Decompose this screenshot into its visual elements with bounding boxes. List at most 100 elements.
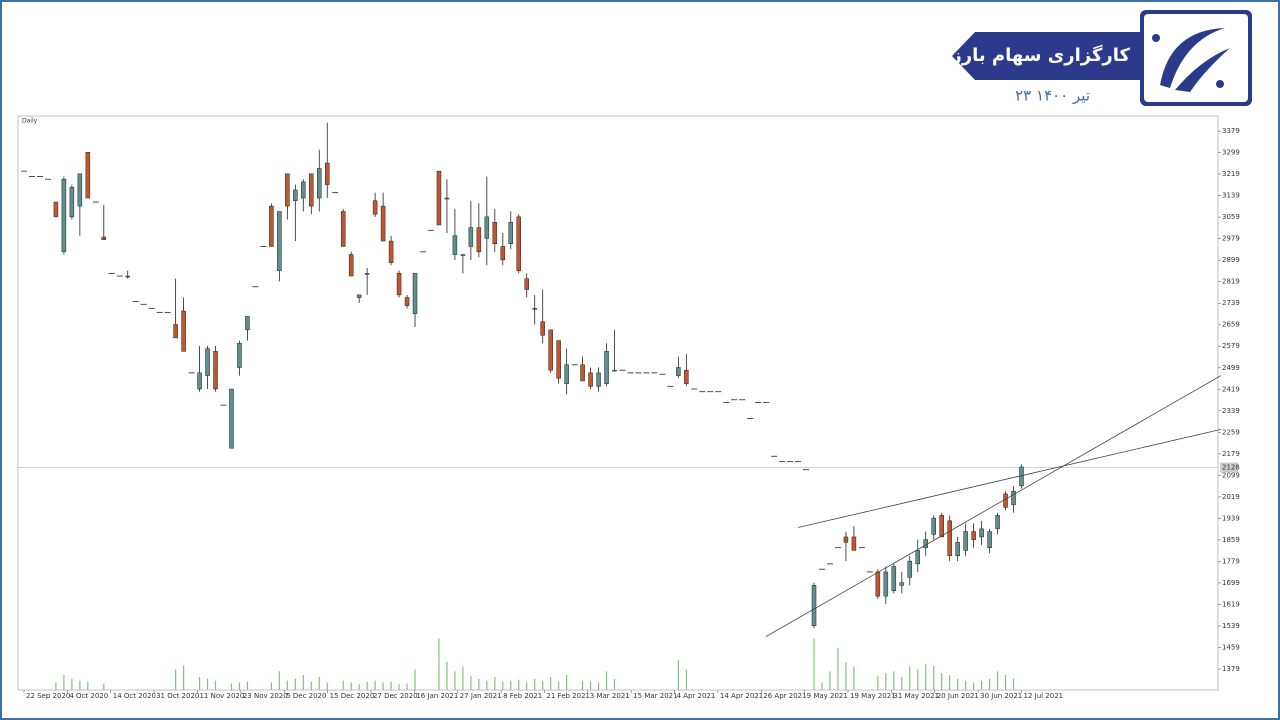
candle-body — [1011, 490, 1016, 505]
y-tick-label: 1619 — [1222, 600, 1240, 608]
candle-body — [612, 369, 617, 372]
candle-body — [340, 211, 346, 247]
candle-body — [181, 310, 186, 352]
candle-body — [939, 515, 944, 538]
candle-body — [508, 221, 514, 245]
candle-body — [412, 273, 418, 314]
candle-body — [676, 367, 681, 376]
candle-body — [684, 369, 689, 384]
candle-body — [396, 273, 402, 296]
candle-body — [277, 211, 282, 271]
chart-title: Daily — [22, 118, 38, 125]
candle-body — [548, 329, 553, 371]
y-tick-label: 1539 — [1222, 622, 1240, 630]
candle-body — [811, 585, 817, 626]
candle-body — [995, 515, 1000, 530]
candle-body — [460, 254, 466, 256]
candle-body — [436, 170, 442, 226]
candle-body — [524, 278, 529, 290]
x-tick-label: 31 May 2021 — [893, 692, 939, 700]
candle-body — [213, 351, 218, 390]
candle-body — [452, 235, 458, 255]
y-tick-label: 2499 — [1222, 364, 1240, 372]
x-tick-label: 30 Jun 2021 — [980, 692, 1022, 700]
candle-body — [851, 536, 857, 551]
y-tick-label: 2739 — [1222, 299, 1240, 307]
candle-body — [356, 294, 362, 298]
candle-body — [197, 372, 202, 390]
candle-body — [404, 297, 410, 306]
candle-body — [301, 181, 306, 199]
y-tick-label: 3059 — [1222, 213, 1240, 221]
y-tick-label: 3299 — [1222, 149, 1240, 157]
y-tick-label: 2339 — [1222, 407, 1240, 415]
candle-body — [907, 560, 913, 578]
candle-body — [1019, 466, 1024, 487]
x-tick-label: 4 Oct 2020 — [69, 692, 108, 700]
y-tick-label: 2099 — [1222, 471, 1240, 479]
last-price-box — [1220, 462, 1238, 473]
candle-body — [596, 372, 601, 387]
candle-body — [971, 531, 976, 540]
candle-body — [484, 216, 490, 239]
y-tick-label: 2419 — [1222, 385, 1240, 393]
y-tick-label: 1939 — [1222, 514, 1240, 522]
candle-body — [101, 236, 107, 240]
candle-body — [285, 173, 290, 207]
candle-body — [947, 520, 952, 557]
candle-body — [476, 227, 482, 253]
x-tick-label: 11 Nov 2020 — [199, 692, 244, 700]
x-tick-label: 3 Mar 2021 — [590, 692, 630, 700]
plot-area — [17, 115, 1219, 691]
y-tick-label: 3379 — [1222, 127, 1240, 135]
y-tick-label: 1459 — [1222, 644, 1240, 652]
candle-body — [245, 316, 250, 331]
candle-body — [348, 254, 354, 277]
y-tick-label: 2659 — [1222, 321, 1240, 329]
candle-body — [564, 364, 569, 384]
candle-body — [61, 178, 67, 253]
candle-body — [891, 566, 897, 591]
y-tick-label: 2979 — [1222, 235, 1240, 243]
x-tick-label: 23 Nov 2020 — [243, 692, 288, 700]
logo — [1140, 10, 1252, 106]
y-tick-label: 1779 — [1222, 557, 1240, 565]
candle-body — [955, 542, 960, 557]
brand-banner — [952, 32, 1140, 80]
candle-body — [875, 571, 881, 597]
candle-body — [125, 275, 130, 278]
x-tick-label: 27 Jan 2021 — [460, 692, 502, 700]
y-tick-label: 2019 — [1222, 493, 1240, 501]
candle-body — [293, 189, 298, 201]
candle-body — [364, 273, 370, 275]
y-tick-label: 1699 — [1222, 579, 1240, 587]
x-tick-label: 15 Dec 2020 — [330, 692, 375, 700]
candle-body — [556, 340, 561, 379]
candle-body — [540, 321, 545, 336]
y-tick-label: 2179 — [1222, 450, 1240, 458]
x-tick-label: 27 Dec 2020 — [373, 692, 418, 700]
candle-body — [205, 348, 210, 376]
y-tick-label: 2579 — [1222, 342, 1240, 350]
x-tick-label: 9 May 2021 — [807, 692, 848, 700]
candle-body — [492, 221, 498, 245]
candle-body — [309, 173, 314, 207]
candle-body — [899, 582, 905, 586]
candle-body — [53, 201, 59, 218]
y-tick-label: 2819 — [1222, 278, 1240, 286]
candle-body — [883, 571, 889, 597]
candle-body — [173, 324, 178, 339]
x-tick-label: 14 Apr 2021 — [720, 692, 763, 700]
candle-body — [324, 162, 330, 185]
y-tick-label: 2259 — [1222, 428, 1240, 436]
last-price-label: 2128 — [1222, 464, 1240, 472]
candle-body — [388, 240, 394, 263]
candle-body — [604, 351, 609, 384]
y-tick-label: 1859 — [1222, 536, 1240, 544]
candle-body — [588, 372, 593, 387]
candle-body — [77, 173, 83, 207]
x-tick-label: 15 Mar 2021 — [633, 692, 677, 700]
candle-body — [444, 197, 450, 200]
candle-body — [317, 168, 322, 199]
